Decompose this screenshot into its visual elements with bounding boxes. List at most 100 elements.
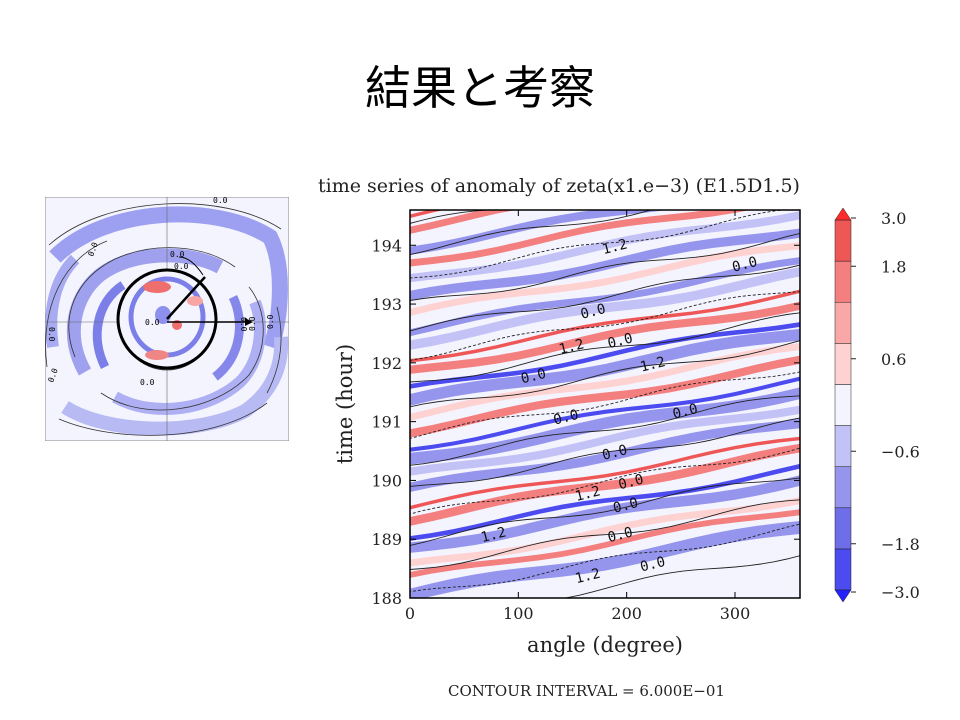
contour-line	[562, 555, 800, 598]
contour-label: 0.0	[606, 525, 634, 547]
contour-label-group: 1.20.00.01.2 0.01.20.00.0 0.00.00.01.20.01…	[479, 236, 759, 587]
inset-annotations	[116, 256, 253, 370]
colorbar-swatch	[834, 425, 852, 467]
contour-label: 0.0	[639, 554, 667, 576]
anomaly-band	[410, 211, 800, 283]
inset-core	[118, 269, 216, 371]
contour-line	[410, 291, 800, 361]
contour-label: 0.0	[731, 254, 759, 276]
contour-line	[410, 447, 800, 515]
contour-label: 1.2	[479, 525, 507, 547]
contour-line	[410, 210, 653, 256]
anomaly-band	[410, 443, 800, 526]
contour-label: 0.0	[611, 495, 639, 517]
x-axis-ticks: 0 100 200 300	[405, 210, 750, 623]
contour-line	[410, 371, 800, 439]
anomaly-band	[410, 521, 800, 598]
anomaly-band	[410, 266, 800, 350]
anomaly-band	[410, 509, 800, 578]
vorticity-inset-map: 0.0 0.0 0.0 0.0 0.0 0.0 0.0 0.0 0.0 0.0 …	[45, 197, 289, 441]
anomaly-band	[410, 322, 800, 389]
anomaly-band	[410, 376, 800, 452]
contour-interval-note: CONTOUR INTERVAL = 6.000E−01	[448, 682, 725, 700]
anomaly-band	[410, 242, 800, 316]
y-axis-ticks: 188 189 190 191 192 193 194	[371, 236, 800, 608]
x-tick-label: 300	[720, 604, 751, 623]
svg-text:0.0: 0.0	[248, 316, 257, 331]
colorbar-swatch	[834, 548, 852, 591]
contour-label: 1.2	[557, 336, 585, 358]
contour-line	[410, 264, 800, 332]
contour-line	[410, 395, 800, 466]
svg-text:0.0: 0.0	[140, 378, 155, 387]
anomaly-band	[410, 301, 800, 374]
colorbar-swatch	[834, 219, 852, 262]
chart-title: time series of anomaly of zeta(x1.e−3) (…	[318, 175, 800, 197]
inset-contour-lines	[45, 203, 282, 436]
anomaly-band	[410, 328, 800, 406]
contour-label: 0.0	[552, 407, 580, 429]
svg-text:0.0: 0.0	[174, 262, 189, 271]
y-tick-label: 193	[371, 295, 402, 314]
x-tick-label: 200	[611, 604, 642, 623]
contour-label: 1.2	[574, 566, 602, 588]
y-axis-label: time (hour)	[333, 344, 357, 464]
svg-text:0.0: 0.0	[266, 314, 275, 329]
contour-label: 1.2	[639, 354, 667, 376]
colorbar-swatch	[834, 384, 852, 426]
x-tick-label: 0	[405, 604, 415, 623]
colorbar-label: −1.8	[881, 535, 920, 554]
slide-title: 結果と考察	[365, 61, 595, 115]
contour-label: 0.0	[601, 442, 629, 464]
y-tick-label: 191	[371, 413, 402, 432]
colorbar-label: −0.6	[881, 442, 920, 461]
y-tick-label: 190	[371, 471, 402, 490]
x-tick-label: 100	[503, 604, 534, 623]
anomaly-band	[410, 463, 800, 541]
contour-label: 0.0	[671, 401, 699, 423]
plot-frame	[409, 209, 801, 599]
anomaly-band	[410, 228, 800, 301]
contour-label: 0.0	[519, 366, 547, 388]
anomaly-band	[410, 210, 751, 267]
anomaly-band	[410, 343, 800, 421]
anomaly-band	[410, 475, 800, 553]
anomaly-band	[410, 210, 444, 219]
colorbar-swatch	[834, 466, 852, 509]
anomaly-band	[410, 210, 668, 255]
x-axis-label: angle (degree)	[527, 633, 683, 657]
contour-lines	[410, 210, 800, 598]
colorbar-swatch	[834, 343, 852, 385]
contour-line	[410, 499, 800, 570]
y-tick-label: 188	[371, 589, 402, 608]
anomaly-band	[410, 289, 800, 363]
colorbar-label: 1.8	[881, 257, 906, 276]
contour-label: 1.2	[601, 236, 629, 258]
contour-line	[410, 232, 800, 301]
contour-line	[410, 477, 800, 546]
anomaly-band	[410, 210, 516, 234]
contour-label: 0.0	[579, 301, 607, 323]
contour-line	[410, 340, 800, 408]
svg-text:0.0: 0.0	[239, 317, 248, 332]
colorbar-label: 0.6	[881, 350, 906, 369]
colorbar-swatch	[834, 301, 852, 344]
contour-line	[410, 312, 800, 383]
contour-line	[410, 210, 494, 224]
svg-text:0.0: 0.0	[213, 197, 228, 205]
colorbar-swatch	[834, 260, 852, 303]
y-tick-label: 189	[371, 530, 402, 549]
anomaly-band	[410, 405, 800, 476]
anomaly-band	[410, 497, 800, 567]
svg-text:0.0: 0.0	[145, 318, 160, 327]
contour-label: 1.2	[574, 483, 602, 505]
y-tick-label: 192	[371, 354, 402, 373]
svg-text:0.0: 0.0	[170, 250, 185, 259]
colorbar: 3.0 1.8 0.6 −0.6 −1.8 −3.0	[834, 207, 920, 603]
contour-line	[410, 417, 800, 487]
radius-line	[166, 276, 206, 320]
colorbar-max-arrow	[834, 207, 852, 221]
anomaly-band	[410, 257, 800, 337]
colorbar-label: −3.0	[881, 583, 920, 602]
hovmoller-chart: time series of anomaly of zeta(x1.e−3) (…	[318, 175, 920, 700]
